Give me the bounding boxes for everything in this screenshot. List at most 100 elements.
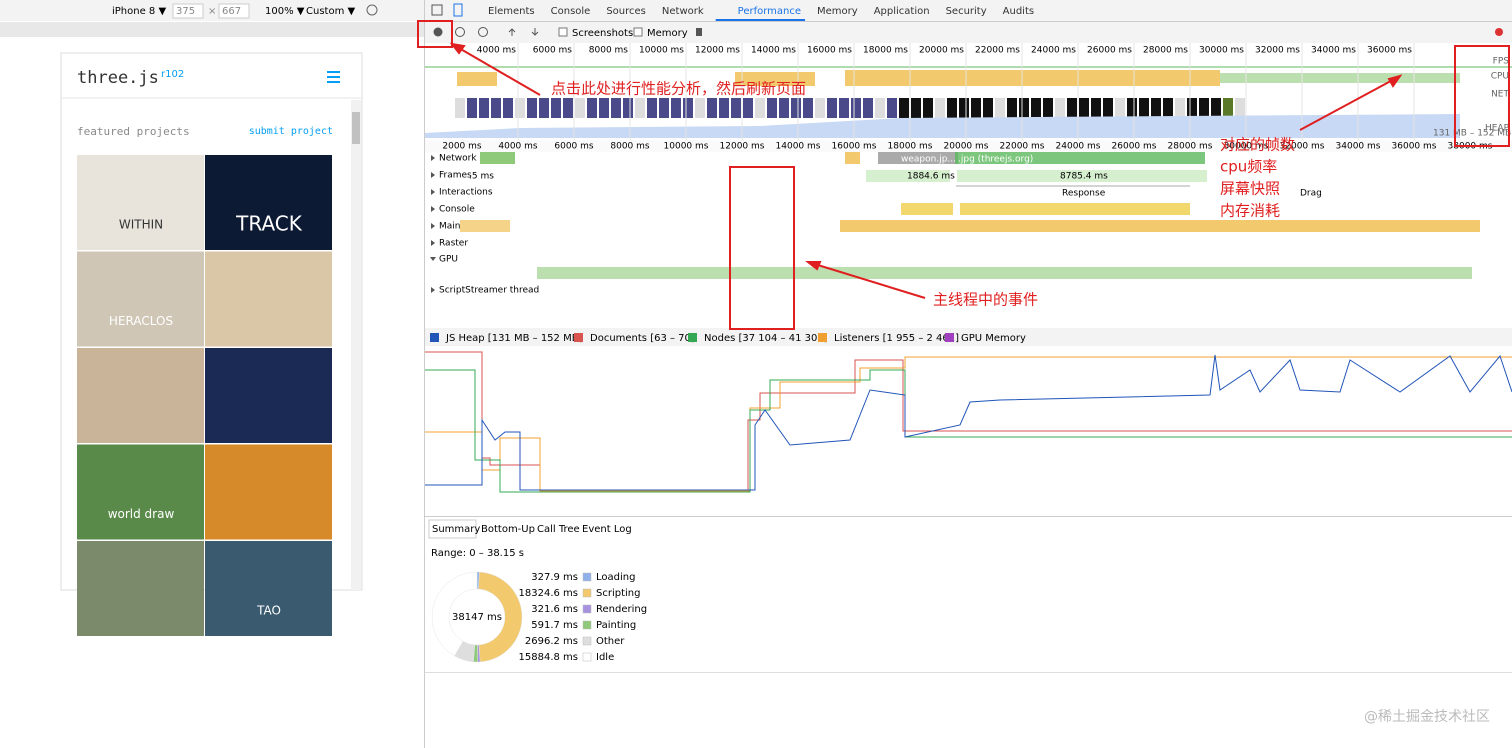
rotate-icon[interactable]	[366, 4, 378, 16]
screenshot-thumb[interactable]	[455, 98, 465, 118]
track-label[interactable]: GPU	[439, 255, 458, 265]
track-label[interactable]: Main	[439, 222, 461, 232]
scroll-thumb[interactable]	[352, 112, 360, 144]
screenshot-thumb[interactable]	[647, 98, 657, 118]
record-button[interactable]	[433, 27, 443, 37]
screenshot-thumb[interactable]	[1007, 98, 1017, 118]
screenshot-thumb[interactable]	[683, 98, 693, 118]
screenshot-thumb[interactable]	[539, 98, 549, 118]
screenshot-thumb[interactable]	[1151, 98, 1161, 118]
screenshot-thumb[interactable]	[1139, 98, 1149, 118]
screenshot-thumb[interactable]	[1115, 98, 1125, 118]
settings-icon[interactable]	[1495, 28, 1503, 36]
screenshot-thumb[interactable]	[1127, 98, 1137, 118]
screenshot-thumb[interactable]	[1187, 98, 1197, 118]
devtools-tab[interactable]: Console	[551, 6, 591, 17]
screenshot-thumb[interactable]	[899, 98, 909, 118]
track-arrow[interactable]	[431, 155, 435, 161]
project-tile[interactable]	[77, 251, 204, 347]
screenshot-thumb[interactable]	[983, 98, 993, 118]
screenshot-thumb[interactable]	[1019, 98, 1029, 118]
gc-icon[interactable]	[696, 28, 702, 36]
screenshot-thumb[interactable]	[467, 98, 477, 118]
track-label[interactable]: Console	[439, 205, 475, 215]
bottom-tab[interactable]: Call Tree	[537, 524, 580, 535]
width-input[interactable]	[172, 3, 204, 19]
screenshot-thumb[interactable]	[995, 98, 1005, 118]
screenshot-thumb[interactable]	[719, 98, 729, 118]
project-tile[interactable]	[77, 348, 204, 443]
device-icon[interactable]	[453, 3, 463, 17]
screenshot-thumb[interactable]	[875, 98, 885, 118]
screenshot-thumb[interactable]	[491, 98, 501, 118]
screenshot-thumb[interactable]	[551, 98, 561, 118]
screenshot-thumb[interactable]	[575, 98, 585, 118]
inspect-icon[interactable]	[431, 4, 443, 16]
screenshot-thumb[interactable]	[791, 98, 801, 118]
legend-checkbox[interactable]	[574, 333, 583, 342]
screenshot-thumb[interactable]	[515, 98, 525, 118]
screenshot-thumb[interactable]	[611, 98, 621, 118]
legend-checkbox[interactable]	[430, 333, 439, 342]
submit-link[interactable]: submit project	[249, 126, 333, 137]
screenshot-thumb[interactable]	[839, 98, 849, 118]
track-arrow[interactable]	[431, 240, 435, 246]
screenshot-thumb[interactable]	[527, 98, 537, 118]
project-tile[interactable]	[205, 444, 332, 540]
memory-checkbox[interactable]	[633, 27, 643, 37]
devtools-tab[interactable]: Memory	[817, 6, 858, 17]
screenshot-thumb[interactable]	[695, 98, 705, 118]
screenshot-thumb[interactable]	[1199, 98, 1209, 118]
screenshot-thumb[interactable]	[911, 98, 921, 118]
menu-icon[interactable]	[327, 71, 340, 83]
screenshot-thumb[interactable]	[635, 98, 645, 118]
screenshot-thumb[interactable]	[1055, 98, 1065, 118]
devtools-tab[interactable]: Sources	[606, 6, 646, 17]
devtools-tab[interactable]: Network	[662, 6, 704, 17]
project-tile[interactable]	[205, 541, 332, 636]
screenshot-thumb[interactable]	[707, 98, 717, 118]
bottom-tab[interactable]: Event Log	[582, 524, 632, 535]
bottom-tab[interactable]: Bottom-Up	[481, 524, 535, 535]
screenshot-thumb[interactable]	[623, 98, 633, 118]
screenshot-thumb[interactable]	[947, 98, 957, 118]
scrollbar[interactable]	[351, 100, 361, 590]
screenshot-thumb[interactable]	[851, 98, 861, 118]
legend-checkbox[interactable]	[818, 333, 827, 342]
track-arrow[interactable]	[431, 206, 435, 212]
track-label[interactable]: ScriptStreamer thread	[439, 286, 539, 296]
devtools-tab[interactable]: Audits	[1003, 6, 1034, 17]
screenshots-checkbox[interactable]	[558, 27, 568, 37]
screenshot-thumb[interactable]	[479, 98, 489, 118]
screenshot-thumb[interactable]	[779, 98, 789, 118]
load-save-icons[interactable]	[508, 28, 539, 36]
screenshot-thumb[interactable]	[1223, 98, 1233, 118]
project-tile[interactable]	[205, 348, 332, 443]
legend-checkbox[interactable]	[688, 333, 697, 342]
screenshot-thumb[interactable]	[731, 98, 741, 118]
height-input[interactable]	[218, 3, 250, 19]
screenshot-thumb[interactable]	[1043, 98, 1053, 118]
track-arrow[interactable]	[430, 257, 436, 261]
track-arrow[interactable]	[431, 223, 435, 229]
track-arrow[interactable]	[431, 172, 435, 178]
screenshot-thumb[interactable]	[959, 98, 969, 118]
track-label[interactable]: Raster	[439, 239, 468, 249]
bottom-tab[interactable]: Summary	[432, 524, 480, 535]
screenshot-thumb[interactable]	[767, 98, 777, 118]
screenshot-thumb[interactable]	[755, 98, 765, 118]
screenshot-thumb[interactable]	[503, 98, 513, 118]
legend-checkbox[interactable]	[945, 333, 954, 342]
screenshot-thumb[interactable]	[971, 98, 981, 118]
clear-button[interactable]	[478, 27, 488, 37]
project-tile[interactable]	[77, 444, 204, 540]
screenshot-thumb[interactable]	[1175, 98, 1185, 118]
screenshot-thumb[interactable]	[827, 98, 837, 118]
devtools-tab[interactable]: Performance	[738, 6, 801, 17]
screenshot-thumb[interactable]	[1211, 98, 1221, 118]
screenshot-thumb[interactable]	[1235, 98, 1245, 118]
screenshot-thumb[interactable]	[1079, 98, 1089, 118]
screenshot-thumb[interactable]	[1031, 98, 1041, 118]
screenshot-thumb[interactable]	[1091, 98, 1101, 118]
screenshot-thumb[interactable]	[671, 98, 681, 118]
